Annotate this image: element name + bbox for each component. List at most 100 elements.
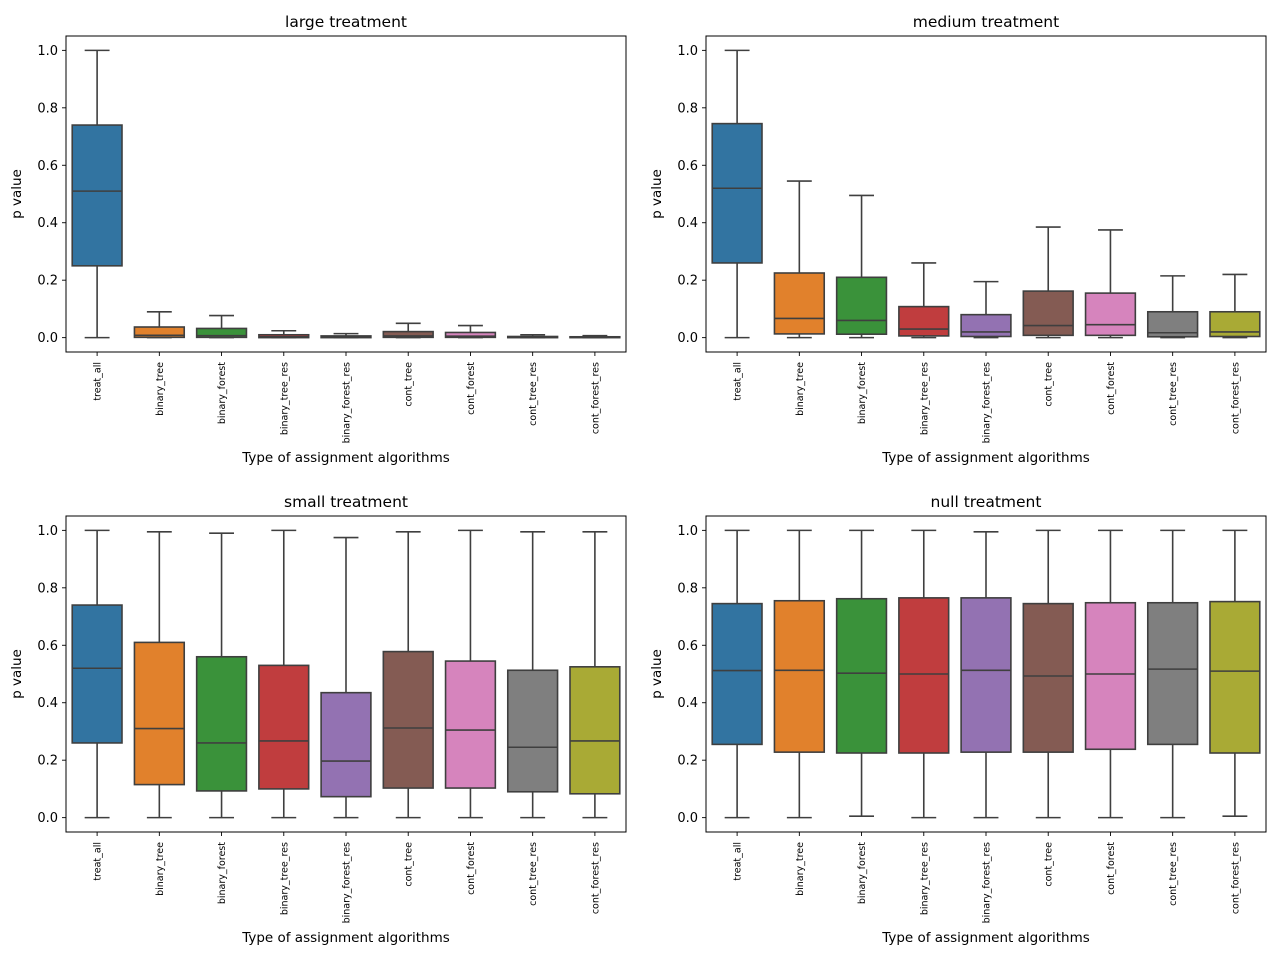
x-tick-label: binary_tree [155, 362, 166, 416]
x-tick-label: binary_tree [795, 842, 806, 896]
y-tick-label: 1.0 [37, 44, 58, 59]
box-cont_tree_res [506, 669, 559, 793]
chart-title: null treatment [931, 493, 1042, 511]
box-treat_all [71, 124, 123, 267]
y-tick-label: 0.0 [677, 331, 698, 346]
x-tick-label: binary_tree [795, 362, 806, 416]
y-tick-label: 0.4 [677, 216, 698, 231]
y-tick-label: 0.2 [37, 754, 58, 769]
box-binary_tree [773, 599, 826, 753]
x-tick-label: cont_forest [1106, 362, 1117, 415]
box-cont_tree [1022, 290, 1074, 337]
x-tick-label: binary_forest_res [342, 842, 353, 923]
y-tick-label: 0.6 [677, 639, 698, 654]
x-tick-label: cont_tree [1044, 362, 1055, 407]
x-tick-label: binary_forest [217, 362, 228, 424]
y-tick-label: 0.8 [37, 101, 58, 116]
y-tick-label: 0.2 [677, 754, 698, 769]
chart-title: medium treatment [913, 13, 1059, 31]
x-tick-label: cont_forest [1106, 842, 1117, 895]
x-tick-label: cont_tree [404, 362, 415, 407]
y-axis-label: p value [9, 649, 25, 699]
x-tick-label: binary_forest [857, 362, 868, 424]
x-tick-label: cont_tree [404, 842, 415, 887]
box-cont_tree [382, 330, 434, 339]
box-cont_forest_res [1209, 600, 1261, 754]
x-axis-label: Type of assignment algorithms [881, 930, 1090, 946]
x-tick-label: cont_tree [1044, 842, 1055, 887]
box-cont_forest_res [569, 666, 621, 795]
x-tick-label: cont_tree_res [1168, 842, 1179, 906]
y-axis-label: p value [9, 169, 25, 219]
x-axis-label: Type of assignment algorithms [881, 450, 1090, 466]
box-cont_forest_res [1209, 310, 1261, 338]
chart-title: large treatment [285, 13, 407, 31]
x-tick-label: cont_tree_res [528, 362, 539, 426]
x-tick-label: treat_all [733, 842, 744, 881]
x-tick-label: binary_forest_res [342, 362, 353, 443]
x-tick-label: binary_forest_res [982, 362, 993, 443]
y-tick-label: 0.2 [37, 274, 58, 289]
x-tick-label: cont_forest [466, 362, 477, 415]
y-tick-label: 0.2 [677, 274, 698, 289]
x-tick-label: cont_tree_res [528, 842, 539, 906]
box-cont_forest [444, 660, 497, 789]
x-tick-label: cont_forest_res [1230, 362, 1241, 434]
x-tick-label: cont_forest_res [590, 842, 601, 914]
box-binary_tree_res [898, 597, 950, 754]
x-tick-label: binary_tree [155, 842, 166, 896]
y-tick-label: 0.4 [677, 696, 698, 711]
y-tick-label: 1.0 [37, 524, 58, 539]
plot-frame [705, 515, 1267, 833]
box-treat_all [711, 602, 763, 746]
y-tick-label: 0.4 [37, 696, 58, 711]
plot-frame [65, 35, 627, 353]
y-tick-label: 0.0 [37, 331, 58, 346]
x-tick-label: cont_forest_res [1230, 842, 1241, 914]
box-binary_forest [835, 597, 888, 754]
x-tick-label: binary_tree_res [279, 842, 290, 915]
plot-frame [705, 35, 1267, 353]
y-axis-label: p value [649, 649, 665, 699]
box-binary_tree [133, 641, 186, 786]
box-binary_tree_res [258, 664, 310, 790]
box-binary_forest [195, 327, 248, 339]
x-tick-label: binary_forest_res [982, 842, 993, 923]
box-treat_all [71, 604, 123, 744]
y-tick-label: 0.0 [37, 811, 58, 826]
y-tick-label: 0.4 [37, 216, 58, 231]
box-binary_forest_res [320, 691, 372, 798]
x-axis-label: Type of assignment algorithms [241, 450, 450, 466]
box-binary_forest [195, 655, 248, 792]
box-cont_tree_res [1146, 601, 1199, 746]
box-treat_all [711, 122, 763, 264]
x-tick-label: binary_tree_res [919, 842, 930, 915]
box-binary_forest [835, 276, 888, 335]
y-tick-label: 1.0 [677, 524, 698, 539]
x-tick-label: binary_forest [857, 842, 868, 904]
box-binary_forest_res [960, 597, 1012, 753]
box-cont_tree [1022, 602, 1074, 753]
x-tick-label: binary_tree_res [919, 362, 930, 435]
y-tick-label: 0.8 [677, 101, 698, 116]
box-binary_tree_res [898, 305, 950, 337]
box-cont_forest [444, 331, 497, 339]
chart-title: small treatment [284, 493, 408, 511]
chart-panel-0: large treatment 0.0 0.2 0.4 0.6 0.8 1.0 p value… [9, 13, 627, 466]
y-tick-label: 0.6 [677, 159, 698, 174]
y-tick-label: 1.0 [677, 44, 698, 59]
plot-frame [65, 515, 627, 833]
chart-panel-2: small treatment 0.0 0.2 0.4 0.6 0.8 1.0 p value… [9, 493, 627, 946]
y-tick-label: 0.8 [677, 581, 698, 596]
x-tick-label: treat_all [93, 362, 104, 401]
chart-panel-3: null treatment 0.0 0.2 0.4 0.6 0.8 1.0 p value t… [649, 493, 1267, 946]
chart-panel-1: medium treatment 0.0 0.2 0.4 0.6 0.8 1.0 p valu… [649, 13, 1267, 466]
x-tick-label: cont_forest [466, 842, 477, 895]
box-binary_forest_res [960, 313, 1012, 338]
x-tick-label: treat_all [733, 362, 744, 401]
y-tick-label: 0.8 [37, 581, 58, 596]
y-tick-label: 0.6 [37, 639, 58, 654]
x-axis-label: Type of assignment algorithms [241, 930, 450, 946]
y-tick-label: 0.6 [37, 159, 58, 174]
